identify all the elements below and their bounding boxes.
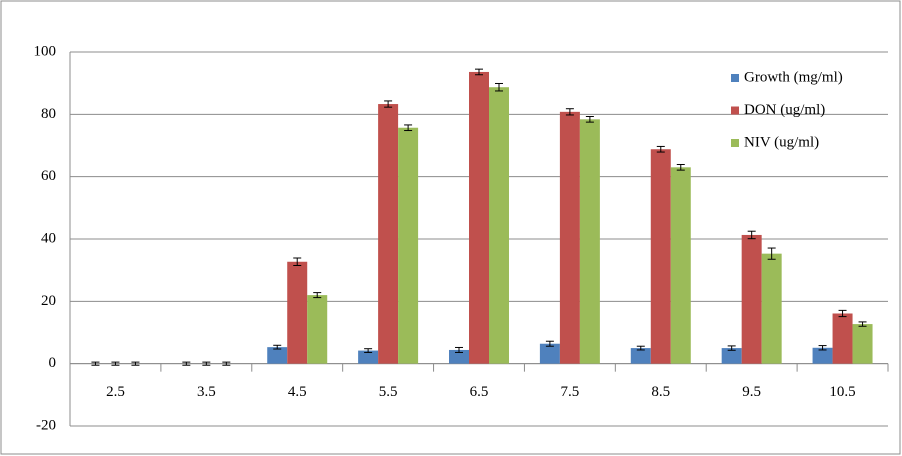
bar [812,347,833,364]
error-bar [91,361,100,366]
bar [469,71,489,364]
bar [358,350,379,364]
bar [650,149,671,364]
y-tick-label: 20 [41,293,56,309]
error-bar [838,309,847,318]
legend-swatch [731,139,739,147]
bar [378,104,399,364]
error-bar [384,100,393,108]
error-bar [111,361,120,366]
bar [488,87,509,364]
error-bar [293,257,302,266]
bar [539,343,560,364]
error-bar [727,345,736,351]
error-bar [475,68,483,76]
legend-swatch [731,74,739,82]
legend-label: NIV (ug/ml) [744,134,819,150]
bar [741,234,762,364]
legend-label: Growth (mg/ml) [744,69,843,85]
x-tick-label: 4.5 [288,384,307,400]
error-bar [747,230,756,240]
error-bar [364,348,373,353]
y-tick-label: 60 [41,168,56,184]
bar [449,349,470,364]
y-tick-label: 40 [41,230,56,246]
error-bar [656,145,665,153]
error-bar [494,82,503,92]
x-tick-label: 3.5 [197,384,216,400]
x-tick-label: 9.5 [742,384,761,400]
bar [579,119,600,364]
error-bar [313,292,322,299]
error-bar [222,361,231,366]
error-bar [273,344,282,350]
x-tick-label: 6.5 [470,384,489,400]
x-tick-label: 10.5 [829,384,855,400]
bar [287,261,308,364]
error-bar [636,345,645,351]
error-bar [676,164,685,171]
error-bar [585,116,594,123]
error-bar [767,247,776,260]
bar [670,167,691,364]
y-tick-label: -20 [36,417,56,433]
bar [307,295,328,364]
bar [267,347,288,364]
error-bar [858,321,867,327]
error-bar [182,361,191,366]
error-bar [404,124,413,132]
bar [559,111,580,364]
error-bar [131,361,140,366]
x-tick-label: 5.5 [379,384,398,400]
x-tick-label: 2.5 [106,384,125,400]
error-bar [202,361,211,366]
bar [721,348,742,364]
bar [761,253,782,364]
legend-label: DON (ug/ml) [744,102,825,118]
y-tick-label: 0 [49,355,57,371]
y-tick-label: 80 [41,106,56,122]
x-tick-label: 7.5 [561,384,580,400]
bar [398,127,419,364]
bar [852,324,873,364]
bar [630,348,651,364]
y-tick-label: 100 [34,43,57,59]
error-bar [818,345,827,351]
legend-swatch [731,106,739,115]
error-bar [565,108,574,116]
bar [832,313,853,364]
x-tick-label: 8.5 [651,384,670,400]
error-bar [545,340,554,347]
error-bar [455,346,464,353]
